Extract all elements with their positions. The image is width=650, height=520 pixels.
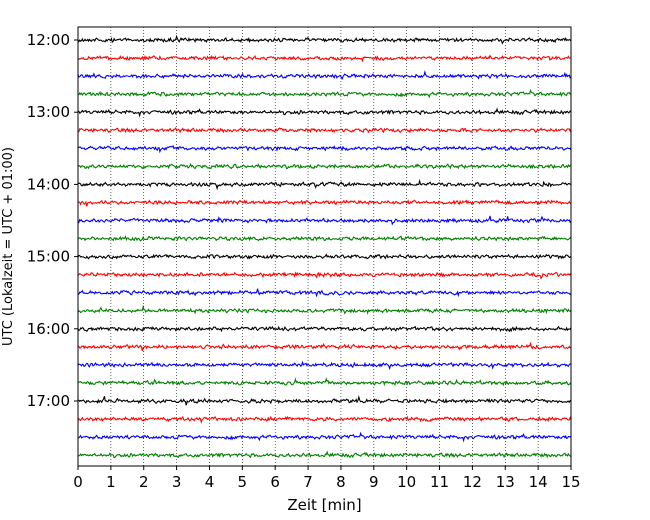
trace-line xyxy=(77,415,572,424)
x-axis-label: Zeit [min] xyxy=(287,496,361,514)
x-tick-label: 4 xyxy=(205,473,215,491)
x-gridlines xyxy=(110,27,539,466)
trace-line xyxy=(77,235,572,242)
x-tick-label: 11 xyxy=(430,473,449,491)
x-axis-ticks: 0 1 2 3 4 5 6 7 8 9 10 11 12 13 14 15 xyxy=(73,466,581,491)
y-axis-label: UTC (Lokalzeit = UTC + 01:00) xyxy=(1,147,16,346)
x-tick-label: 7 xyxy=(303,473,313,491)
trace-line xyxy=(77,107,572,118)
x-tick-label: 0 xyxy=(73,473,83,491)
y-axis-ticks: 12:00 13:00 14:00 15:00 16:00 17:00 xyxy=(27,31,78,410)
trace-line xyxy=(77,431,572,443)
trace-line xyxy=(77,178,572,191)
trace-line xyxy=(77,288,572,298)
x-tick-label: 5 xyxy=(238,473,248,491)
x-tick-label: 12 xyxy=(463,473,482,491)
trace-line xyxy=(77,304,572,315)
trace-line xyxy=(77,70,572,81)
trace-line xyxy=(77,215,572,226)
x-tick-label: 9 xyxy=(369,473,379,491)
trace-line xyxy=(77,54,572,63)
y-tick-label: 17:00 xyxy=(27,392,70,410)
trace-line xyxy=(77,163,572,170)
trace-series xyxy=(77,34,572,459)
y-tick-label: 13:00 xyxy=(27,103,70,121)
trace-line xyxy=(77,450,572,459)
trace-line xyxy=(77,34,572,45)
trace-line xyxy=(77,394,572,406)
x-tick-label: 1 xyxy=(106,473,116,491)
trace-line xyxy=(77,377,572,387)
x-tick-label: 3 xyxy=(172,473,182,491)
x-tick-label: 10 xyxy=(397,473,416,491)
trace-line xyxy=(77,271,572,280)
y-tick-label: 12:00 xyxy=(27,31,70,49)
trace-line xyxy=(77,144,572,154)
plot-frame xyxy=(77,26,572,467)
trace-line xyxy=(77,127,572,134)
x-tick-label: 14 xyxy=(529,473,548,491)
x-tick-label: 2 xyxy=(139,473,149,491)
x-tick-label: 13 xyxy=(496,473,515,491)
y-tick-label: 16:00 xyxy=(27,320,70,338)
trace-line xyxy=(77,253,572,260)
trace-line xyxy=(77,341,572,352)
trace-line xyxy=(77,88,572,99)
y-tick-label: 15:00 xyxy=(27,248,70,266)
x-tick-label: 8 xyxy=(336,473,346,491)
trace-line xyxy=(77,360,572,371)
x-tick-label: 15 xyxy=(561,473,580,491)
trace-line xyxy=(77,325,572,333)
y-tick-label: 14:00 xyxy=(27,175,70,193)
trace-line xyxy=(77,199,572,207)
x-tick-label: 6 xyxy=(270,473,280,491)
